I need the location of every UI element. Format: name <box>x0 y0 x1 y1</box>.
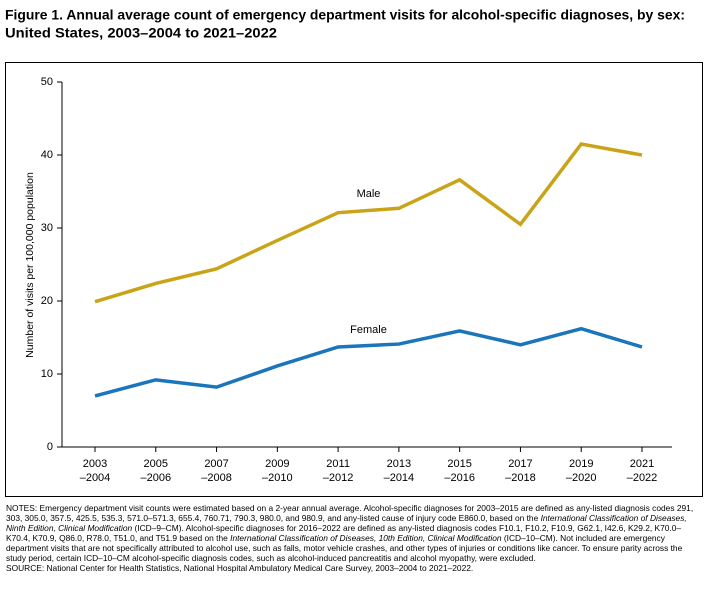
chart-title: Figure 1. Annual average count of emerge… <box>5 7 685 23</box>
x-tick-label: 2005 <box>144 458 168 470</box>
note-text: (ICD–9–CM). Alcohol-specific diagnoses f… <box>6 523 682 543</box>
x-tick-label: 2015 <box>447 458 471 470</box>
x-tick-label: –2020 <box>566 472 597 484</box>
series-label: Female <box>350 324 387 336</box>
chart: Figure 1. Annual average count of emerge… <box>5 7 703 497</box>
note-text: NOTES: Emergency department visit counts… <box>6 503 694 523</box>
series-line <box>94 326 643 398</box>
x-tick-label: –2014 <box>384 472 415 484</box>
x-tick-label: 2003 <box>83 458 107 470</box>
x-tick-label: –2012 <box>323 472 354 484</box>
series-label: Male <box>357 188 381 200</box>
x-tick-label: –2004 <box>80 472 111 484</box>
chart-frame <box>5 62 703 497</box>
note-text: (ICD–10–CM). Not included are emergency … <box>6 533 683 563</box>
x-tick-label: 2017 <box>508 458 532 470</box>
x-tick-label: 2021 <box>630 458 654 470</box>
y-tick-label: 10 <box>41 368 53 380</box>
x-tick-label: –2010 <box>262 472 293 484</box>
series-line <box>94 142 643 304</box>
y-tick-label: 0 <box>47 441 53 453</box>
x-tick-label: –2022 <box>627 472 658 484</box>
y-tick-label: 50 <box>41 76 53 88</box>
x-tick-label: 2009 <box>265 458 289 470</box>
source: SOURCE: National Center for Health Stati… <box>6 563 474 573</box>
x-tick-label: 2019 <box>569 458 593 470</box>
y-tick-label: 30 <box>41 222 53 234</box>
note-text: International Classification of Diseases… <box>6 513 687 533</box>
note-text: International Classification of Diseases… <box>230 533 502 543</box>
chart-title: United States, 2003–2004 to 2021–2022 <box>5 25 277 41</box>
y-tick-label: 20 <box>41 295 53 307</box>
x-tick-label: 2013 <box>387 458 411 470</box>
y-axis-label: Number of visits per 100,000 population <box>24 172 36 358</box>
x-tick-label: –2018 <box>505 472 536 484</box>
x-tick-label: –2006 <box>140 472 171 484</box>
notes-text: NOTES: Emergency department visit counts… <box>6 503 702 563</box>
x-tick-label: –2016 <box>444 472 475 484</box>
notes: NOTES: Emergency department visit counts… <box>6 503 702 573</box>
y-tick-label: 40 <box>41 149 53 161</box>
x-tick-label: –2008 <box>201 472 232 484</box>
x-tick-label: 2011 <box>326 458 350 470</box>
x-tick-label: 2007 <box>204 458 228 470</box>
